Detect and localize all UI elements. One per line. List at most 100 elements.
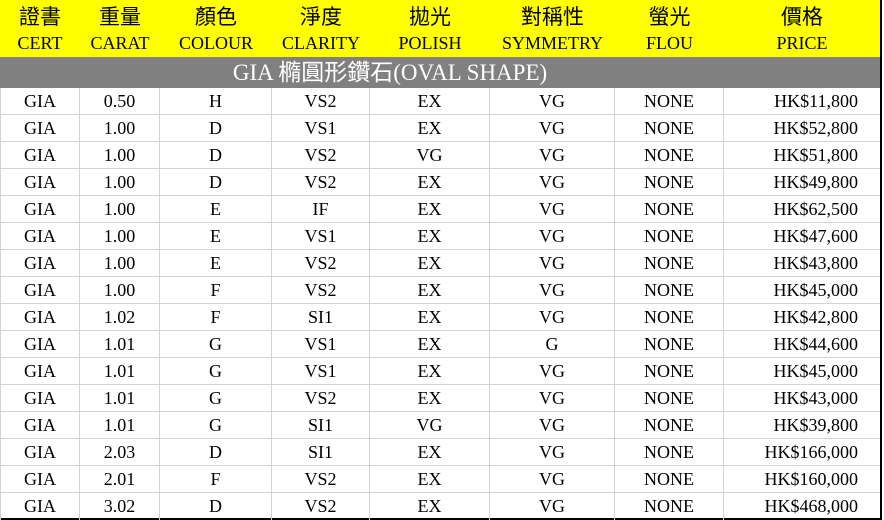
col-header-carat-en: CARAT bbox=[90, 33, 150, 53]
cell-cert: GIA bbox=[0, 196, 80, 223]
cell-flou: NONE bbox=[615, 331, 724, 358]
cell-clarity: VS2 bbox=[272, 277, 370, 304]
cell-polish: EX bbox=[370, 331, 490, 358]
cell-colour: F bbox=[160, 304, 272, 331]
cell-symmetry: VG bbox=[490, 196, 615, 223]
col-header-clarity: 淨度 CLARITY bbox=[272, 0, 370, 57]
cell-price: HK$43,800 bbox=[724, 250, 880, 277]
cell-cert: GIA bbox=[0, 331, 80, 358]
cell-symmetry: VG bbox=[490, 169, 615, 196]
cell-cert: GIA bbox=[0, 142, 80, 169]
cell-flou: NONE bbox=[615, 304, 724, 331]
cell-price: HK$43,000 bbox=[724, 385, 880, 412]
cell-colour: H bbox=[160, 88, 272, 115]
cell-cert: GIA bbox=[0, 466, 80, 493]
cell-symmetry: VG bbox=[490, 277, 615, 304]
cell-price: HK$51,800 bbox=[724, 142, 880, 169]
cell-polish: EX bbox=[370, 304, 490, 331]
cell-cert: GIA bbox=[0, 493, 80, 520]
cell-polish: EX bbox=[370, 115, 490, 142]
cell-carat: 3.02 bbox=[80, 493, 160, 520]
cell-carat: 1.00 bbox=[80, 223, 160, 250]
cell-flou: NONE bbox=[615, 169, 724, 196]
cell-clarity: VS1 bbox=[272, 331, 370, 358]
cell-colour: D bbox=[160, 115, 272, 142]
cell-colour: G bbox=[160, 358, 272, 385]
col-header-colour-zh: 顏色 bbox=[195, 5, 237, 29]
cell-carat: 1.00 bbox=[80, 142, 160, 169]
cell-flou: NONE bbox=[615, 385, 724, 412]
cell-carat: 1.00 bbox=[80, 169, 160, 196]
cell-flou: NONE bbox=[615, 493, 724, 520]
cell-cert: GIA bbox=[0, 385, 80, 412]
cell-polish: EX bbox=[370, 169, 490, 196]
cell-carat: 1.01 bbox=[80, 358, 160, 385]
cell-colour: E bbox=[160, 223, 272, 250]
cell-colour: D bbox=[160, 439, 272, 466]
cell-clarity: VS1 bbox=[272, 358, 370, 385]
col-header-colour: 顏色 COLOUR bbox=[160, 0, 272, 57]
cell-flou: NONE bbox=[615, 412, 724, 439]
cell-clarity: SI1 bbox=[272, 304, 370, 331]
cell-price: HK$62,500 bbox=[724, 196, 880, 223]
cell-polish: EX bbox=[370, 493, 490, 520]
cell-colour: G bbox=[160, 331, 272, 358]
cell-flou: NONE bbox=[615, 466, 724, 493]
cell-flou: NONE bbox=[615, 142, 724, 169]
cell-cert: GIA bbox=[0, 115, 80, 142]
col-header-polish-en: POLISH bbox=[398, 33, 462, 53]
cell-cert: GIA bbox=[0, 169, 80, 196]
cell-colour: G bbox=[160, 412, 272, 439]
col-header-price: 價格 PRICE bbox=[724, 0, 880, 57]
col-header-cert-zh: 證書 bbox=[19, 5, 61, 29]
col-header-flou: 螢光 FLOU bbox=[615, 0, 724, 57]
cell-symmetry: VG bbox=[490, 466, 615, 493]
cell-polish: EX bbox=[370, 277, 490, 304]
cell-price: HK$468,000 bbox=[764, 496, 859, 516]
cell-clarity: VS1 bbox=[272, 223, 370, 250]
cell-flou: NONE bbox=[615, 277, 724, 304]
col-header-cert: 證書 CERT bbox=[0, 0, 80, 57]
cell-carat: 1.02 bbox=[80, 304, 160, 331]
col-header-polish-zh: 拋光 bbox=[409, 5, 451, 29]
cell-clarity: VS2 bbox=[272, 142, 370, 169]
cell-polish: EX bbox=[370, 358, 490, 385]
col-header-flou-en: FLOU bbox=[645, 33, 693, 53]
cell-cert: GIA bbox=[0, 412, 80, 439]
col-header-carat: 重量 CARAT bbox=[80, 0, 160, 57]
cell-price: HK$166,000 bbox=[724, 439, 880, 466]
cell-symmetry: VG bbox=[490, 439, 615, 466]
cell-cert: GIA bbox=[0, 223, 80, 250]
cell-polish: EX bbox=[370, 385, 490, 412]
cell-flou: NONE bbox=[615, 439, 724, 466]
cell-symmetry: VG bbox=[490, 385, 615, 412]
cell-polish: EX bbox=[370, 223, 490, 250]
cell-price: HK$160,000 bbox=[724, 466, 880, 493]
cell-symmetry: VG bbox=[490, 88, 615, 115]
cell-symmetry: VG bbox=[490, 115, 615, 142]
col-header-flou-zh: 螢光 bbox=[648, 5, 691, 29]
cell-polish: EX bbox=[370, 196, 490, 223]
cell-clarity: VS2 bbox=[272, 88, 370, 115]
cell-carat: 1.00 bbox=[80, 115, 160, 142]
cell-symmetry: VG bbox=[490, 250, 615, 277]
cell-colour: F bbox=[160, 277, 272, 304]
cell-colour: D bbox=[160, 142, 272, 169]
cell-polish: EX bbox=[370, 466, 490, 493]
cell-symmetry: VG bbox=[490, 493, 615, 520]
cell-price: HK$49,800 bbox=[724, 169, 880, 196]
col-header-cert-en: CERT bbox=[17, 33, 63, 53]
cell-polish: EX bbox=[370, 250, 490, 277]
cell-symmetry: VG bbox=[490, 142, 615, 169]
cell-symmetry: VG bbox=[490, 223, 615, 250]
section-title-banner: GIA 橢圓形鑽石(OVAL SHAPE) bbox=[0, 57, 880, 88]
cell-flou: NONE bbox=[615, 88, 724, 115]
cell-clarity: SI1 bbox=[272, 439, 370, 466]
col-header-clarity-zh: 淨度 bbox=[300, 5, 342, 29]
cell-clarity: VS1 bbox=[272, 115, 370, 142]
cell-price: HK$47,600 bbox=[724, 223, 880, 250]
cell-colour: E bbox=[160, 250, 272, 277]
cell-clarity: VS2 bbox=[272, 169, 370, 196]
cell-colour: F bbox=[160, 466, 272, 493]
